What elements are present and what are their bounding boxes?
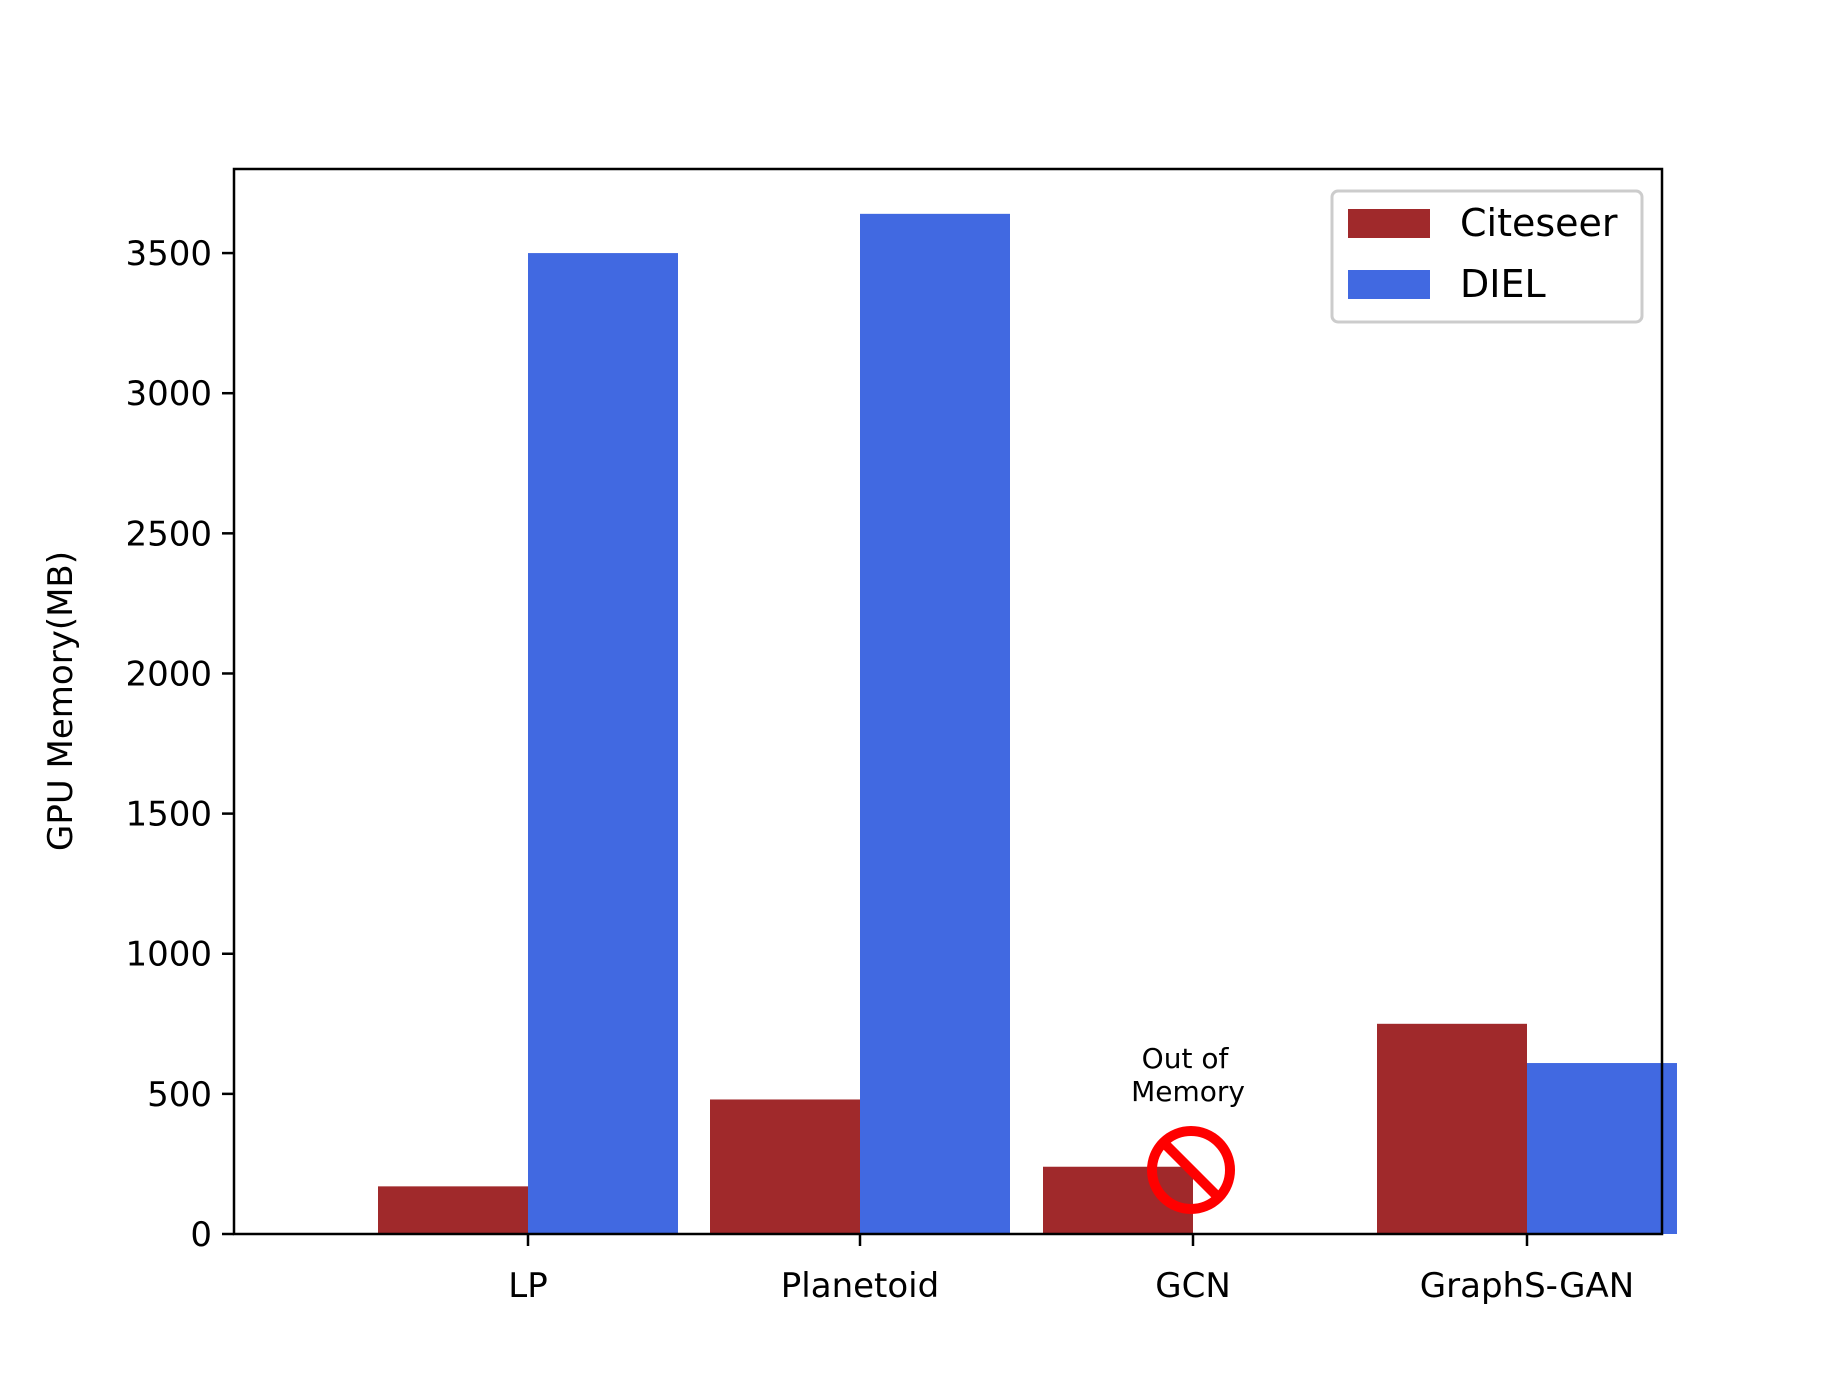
x-tick-label-graphs-gan: GraphS-GAN	[1420, 1266, 1634, 1306]
legend-label-diel: DIEL	[1460, 262, 1546, 306]
x-ticks: LP Planetoid GCN GraphS-GAN	[508, 1234, 1634, 1306]
y-tick-label: 0	[190, 1215, 212, 1255]
legend-label-citeseer: Citeseer	[1460, 201, 1618, 245]
annotation-line-1: Out of	[1142, 1042, 1230, 1075]
bars	[378, 213, 1677, 1234]
bar-citeseer-graphs-gan	[1377, 1023, 1527, 1234]
y-tick-label: 2500	[125, 514, 212, 554]
annotation-line-2: Memory	[1131, 1075, 1245, 1108]
bar-citeseer-lp	[378, 1186, 528, 1234]
axes	[232, 167, 1664, 1236]
x-tick-label-planetoid: Planetoid	[781, 1266, 939, 1306]
y-tick-label: 500	[147, 1075, 212, 1115]
bar-diel-lp	[528, 253, 678, 1234]
y-tick-label: 1000	[125, 935, 212, 975]
plot-frame	[232, 167, 1664, 1236]
y-tick-label: 3000	[125, 374, 212, 414]
y-ticks: 0 500 1000 1500 2000 2500 3000 3500	[125, 234, 234, 1255]
y-axis-title: GPU Memory(MB)	[41, 551, 81, 851]
legend-swatch-citeseer	[1348, 209, 1430, 238]
bar-diel-graphs-gan	[1527, 1063, 1677, 1234]
no-entry-icon	[1147, 1126, 1235, 1214]
legend-swatch-diel	[1348, 270, 1430, 299]
y-tick-label: 3500	[125, 234, 212, 274]
legend: Citeseer DIEL	[1330, 189, 1644, 324]
y-tick-label: 2000	[125, 654, 212, 694]
x-tick-label-lp: LP	[508, 1266, 547, 1306]
bar-citeseer-planetoid	[710, 1099, 860, 1234]
out-of-memory-annotation: Out of Memory	[1131, 1042, 1245, 1214]
y-tick-label: 1500	[125, 795, 212, 835]
bar-diel-planetoid	[860, 213, 1010, 1234]
x-tick-label-gcn: GCN	[1155, 1266, 1231, 1306]
